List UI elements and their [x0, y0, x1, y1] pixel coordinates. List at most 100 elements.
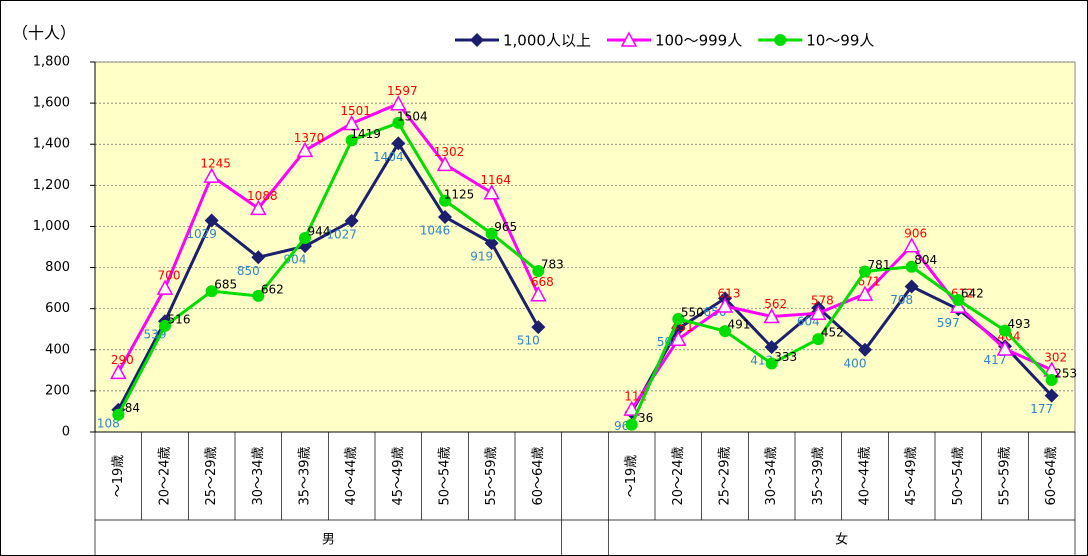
group-label: 男 [322, 533, 335, 548]
data-label: 510 [517, 334, 540, 348]
marker [250, 199, 267, 216]
x-tick-label: 40～44歳 [858, 446, 873, 505]
data-label: 668 [531, 275, 554, 289]
marker [1044, 388, 1059, 403]
data-label: 804 [914, 253, 937, 267]
marker [392, 116, 405, 129]
data-label: 1419 [350, 127, 381, 141]
x-tick-label: 35～39歳 [811, 446, 826, 505]
data-label: 1597 [387, 84, 418, 98]
marker [439, 194, 451, 207]
x-tick-label: 30～34歳 [251, 446, 266, 505]
marker [763, 307, 780, 324]
marker [203, 167, 220, 183]
y-tick-label: 1,200 [33, 178, 70, 193]
marker [996, 340, 1014, 356]
y-tick-label: 600 [45, 301, 70, 316]
x-tick-label: 25～29歳 [204, 446, 219, 505]
marker [999, 324, 1011, 337]
data-label: 965 [494, 220, 517, 234]
marker [765, 357, 778, 370]
x-tick-label: 60～64歳 [1044, 446, 1059, 505]
data-label: 550 [681, 305, 704, 319]
marker [623, 400, 640, 416]
marker [672, 312, 685, 325]
data-label: 1029 [186, 227, 217, 241]
marker [719, 325, 731, 338]
data-label: 685 [214, 278, 237, 292]
data-label: 177 [1030, 402, 1053, 416]
marker [436, 155, 454, 172]
marker [530, 286, 547, 302]
data-label: 302 [1044, 350, 1067, 364]
marker [159, 319, 171, 332]
marker [110, 363, 127, 380]
data-label: 642 [961, 287, 984, 301]
data-label: 578 [811, 294, 834, 308]
marker [952, 294, 965, 307]
x-tick-label: 45～49歳 [391, 446, 406, 505]
data-label: 491 [728, 318, 751, 332]
line [117, 121, 540, 416]
marker [1045, 373, 1058, 386]
data-label: 700 [158, 269, 181, 283]
x-tick-label: 20～24歳 [158, 446, 173, 505]
data-label: 400 [844, 356, 867, 370]
line [630, 265, 1053, 426]
data-label: 783 [541, 258, 564, 272]
marker [812, 333, 825, 346]
legend-label: 10～99人 [806, 32, 874, 50]
data-label: 919 [470, 250, 493, 264]
data-label: 613 [718, 286, 741, 300]
data-label: 671 [858, 275, 881, 289]
y-tick-label: 1,800 [33, 55, 70, 70]
legend-label: 1,000人以上 [503, 32, 591, 50]
y-tick-label: 1,600 [33, 96, 70, 111]
marker [670, 330, 687, 347]
data-label: 253 [1054, 366, 1077, 380]
plot-area [94, 61, 1076, 433]
data-label: 1404 [373, 150, 404, 164]
data-label: 850 [237, 264, 260, 278]
data-label: 944 [308, 224, 331, 238]
data-label: 1046 [420, 223, 451, 237]
data-label: 417 [984, 353, 1007, 367]
marker [296, 141, 314, 158]
x-tick-label: 60～64歳 [531, 446, 546, 505]
marker [344, 213, 359, 228]
data-label: 108 [97, 416, 120, 430]
marker [856, 285, 874, 301]
y-tick-label: 200 [45, 383, 70, 398]
data-label: 1088 [247, 189, 278, 203]
x-tick-label: 55～59歳 [998, 446, 1013, 505]
marker [620, 31, 638, 47]
line [117, 140, 540, 411]
marker [903, 237, 920, 253]
line [117, 101, 540, 374]
marker [112, 408, 125, 421]
data-label: 1302 [434, 145, 465, 159]
data-label: 1245 [200, 157, 231, 171]
marker [470, 33, 484, 47]
data-label: 1125 [444, 187, 475, 201]
data-label: 96 [614, 419, 629, 433]
y-tick-label: 400 [45, 342, 70, 357]
data-label: 781 [868, 258, 891, 272]
data-label: 1164 [480, 173, 511, 187]
y-tick-label: 800 [45, 260, 70, 275]
marker [859, 265, 871, 278]
data-label: 708 [890, 293, 913, 307]
x-tick-label: 55～59歳 [484, 446, 499, 505]
marker [390, 95, 407, 111]
marker [858, 342, 872, 357]
data-label: 1501 [340, 104, 371, 118]
marker [484, 236, 499, 251]
data-label: 516 [168, 312, 191, 326]
data-label: 562 [764, 297, 787, 311]
marker [716, 297, 734, 313]
data-label: 1370 [294, 131, 325, 145]
data-label: 333 [774, 350, 797, 364]
y-tick-label: 0 [62, 425, 70, 440]
marker [205, 285, 218, 298]
y-axis-label: （十人） [12, 24, 76, 43]
